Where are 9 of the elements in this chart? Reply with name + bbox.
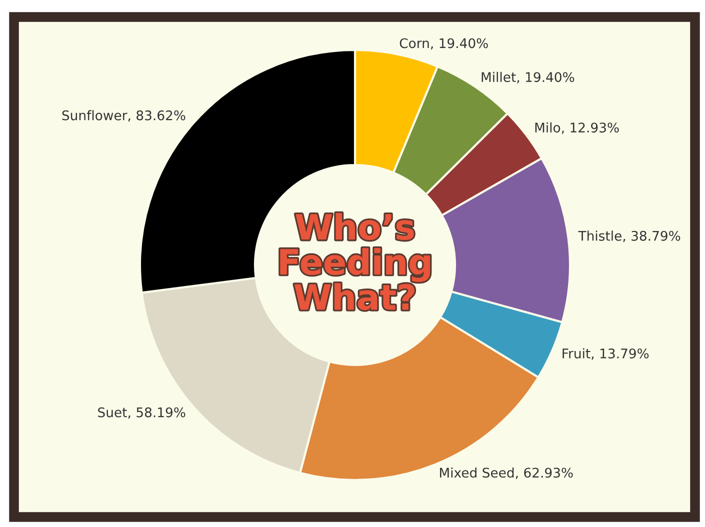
text: Who’s Feeding What? <box>280 213 430 310</box>
slice-label: Milo, 12.93% <box>535 122 619 134</box>
slice-label: Fruit, 13.79% <box>562 348 649 360</box>
slice-label: Millet, 19.40% <box>482 72 574 84</box>
slice-label: Suet, 58.19% <box>98 407 186 419</box>
slice-label: Thistle, 38.79% <box>578 230 680 242</box>
slice-label: Mixed Seed, 62.93% <box>440 467 573 480</box>
slice-label: Corn, 19.40% <box>400 38 488 50</box>
slice-label: Sunflower, 83.62% <box>62 110 186 122</box>
